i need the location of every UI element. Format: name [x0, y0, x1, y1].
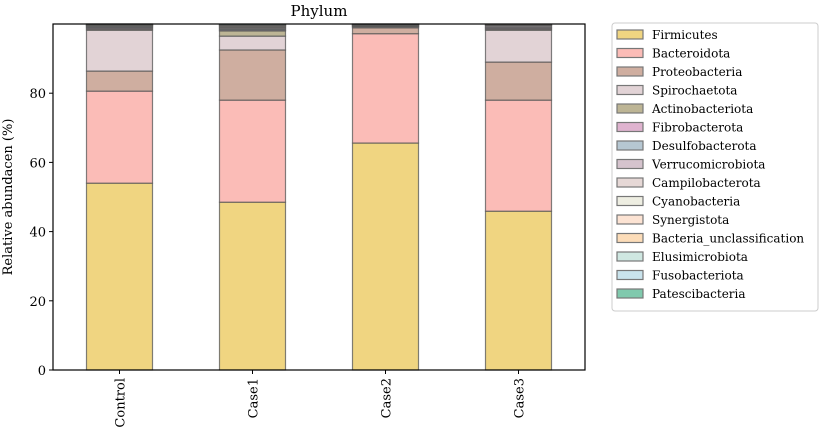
- legend-swatch: [616, 84, 644, 96]
- legend-swatch: [616, 232, 644, 244]
- legend-swatch: [616, 29, 644, 40]
- plot-frame: [52, 23, 586, 371]
- bar-segment-proteobacteria-case3: [484, 61, 553, 101]
- bar-segment-spirochaetota-control: [85, 29, 154, 72]
- legend-swatch: [616, 288, 644, 299]
- bar-segment-bacteroidota-case2: [351, 33, 420, 144]
- bar-segment-firmicutes-case3: [484, 210, 553, 371]
- legend-swatch: [616, 177, 644, 188]
- bar-segment-proteobacteria-case1: [218, 49, 287, 101]
- bar-segment-proteobacteria-case2: [351, 27, 420, 35]
- y-tick-label: 20: [29, 295, 46, 310]
- legend-label: Campilobacterota: [652, 176, 761, 190]
- legend-label: Elusimicrobiota: [652, 250, 748, 264]
- legend-swatch: [616, 195, 644, 207]
- legend-label: Fusobacteriota: [652, 269, 744, 283]
- legend-swatch: [616, 121, 644, 133]
- y-tick-label: 40: [29, 226, 46, 241]
- legend-swatch: [616, 140, 644, 151]
- x-tick-label: Case3: [513, 378, 528, 418]
- legend-swatch: [616, 251, 644, 262]
- legend-label: Desulfobacterota: [652, 139, 757, 153]
- legend-frame: [611, 22, 819, 312]
- x-tick-label: Control: [114, 378, 129, 428]
- bar-segment-firmicutes-case1: [218, 201, 287, 371]
- legend-label: Patescibacteria: [652, 287, 746, 301]
- legend-label: Bacteroidota: [652, 47, 730, 61]
- bar-segment-spirochaetota-case1: [218, 35, 287, 51]
- legend-label: Spirochaetota: [652, 84, 737, 98]
- chart-title: Phylum: [291, 2, 348, 20]
- y-tick-label: 60: [29, 156, 46, 171]
- bar-segment-bacteroidota-case1: [218, 99, 287, 203]
- y-axis-label: Relative abundacen (%): [1, 119, 16, 276]
- x-tick-label: Case2: [380, 378, 395, 418]
- legend-swatch: [616, 66, 644, 77]
- y-tick-label: 0: [38, 364, 46, 379]
- bar-segment-proteobacteria-control: [85, 70, 154, 92]
- legend-label: Verrucomicrobiota: [651, 158, 765, 172]
- bar-segment-firmicutes-case2: [351, 142, 420, 371]
- legend: Firmicutes Bacteroidota Proteobacteria Spir…: [611, 22, 819, 312]
- legend-label: Proteobacteria: [652, 65, 742, 79]
- x-tick-label: Case1: [247, 378, 262, 418]
- bar-segment-spirochaetota-case3: [484, 29, 553, 63]
- legend-label: Bacteria_unclassification: [652, 232, 804, 246]
- bar-segment-bacteroidota-control: [85, 90, 154, 184]
- y-tick-label: 80: [29, 87, 46, 102]
- bar-segment-bacteroidota-case3: [484, 99, 553, 212]
- legend-swatch: [616, 158, 644, 170]
- legend-label: Fibrobacterota: [652, 121, 743, 135]
- legend-swatch: [616, 47, 644, 59]
- legend-label: Synergistota: [652, 213, 729, 227]
- legend-swatch: [616, 103, 644, 114]
- legend-swatch: [616, 269, 644, 281]
- legend-label: Cyanobacteria: [652, 195, 740, 209]
- bar-segment-actinobacteriota-case1: [218, 30, 287, 37]
- legend-label: Actinobacteriota: [651, 102, 753, 116]
- legend-label: Firmicutes: [652, 28, 718, 42]
- legend-swatch: [616, 214, 644, 225]
- bar-segment-firmicutes-control: [85, 182, 154, 371]
